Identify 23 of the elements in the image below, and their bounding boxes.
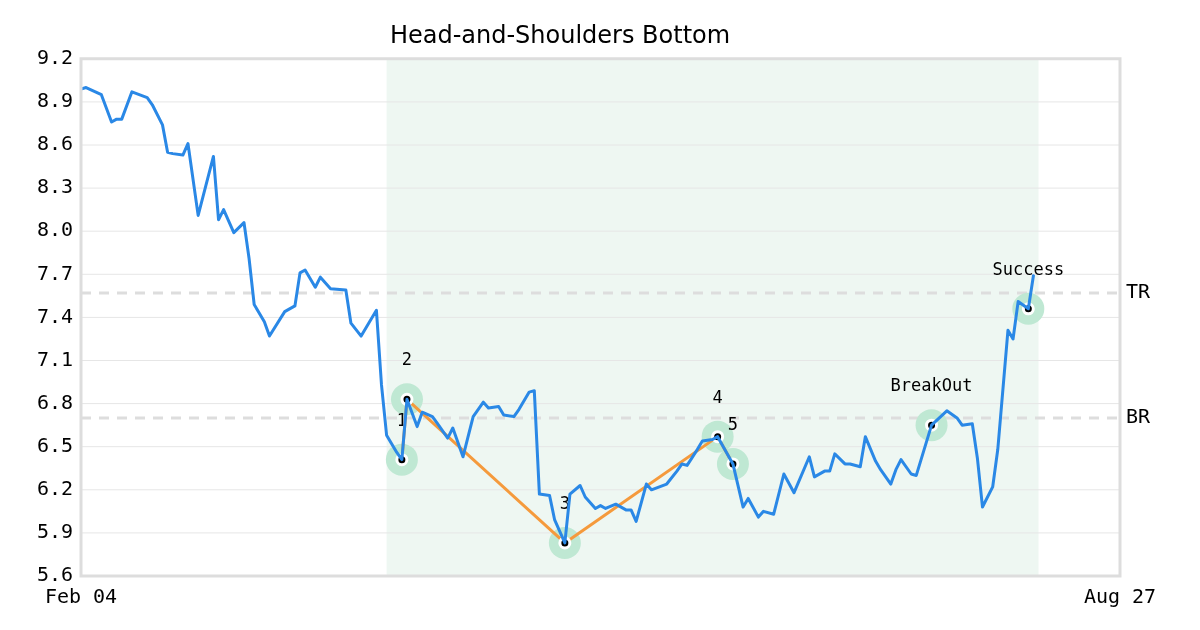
y-tick-label: 7.7 [36,260,73,285]
y-tick-label: 7.1 [36,346,73,371]
y-tick-label: 5.6 [36,562,73,587]
x-tick-label: Feb 04 [44,584,118,609]
y-tick-label: 8.3 [36,174,73,199]
ref-line-label: TR [1126,279,1152,304]
y-tick-label: 7.4 [36,303,73,328]
y-tick-label: 5.9 [36,519,73,544]
ref-line-label: BR [1126,404,1152,429]
y-tick-label: 6.8 [36,389,73,414]
y-tick-label: 8.9 [36,88,73,113]
chart-title: Head-and-Shoulders Bottom [389,20,731,49]
annotation: 2 [401,349,413,370]
y-tick-label: 6.5 [36,432,73,457]
annotation: BreakOut [890,375,973,396]
x-tick-label: Aug 27 [1083,584,1157,609]
annotation: 4 [712,386,723,407]
y-tick-label: 9.2 [36,45,73,69]
annotation: Success [992,258,1065,279]
y-tick-label: 6.2 [36,476,73,500]
y-tick-label: 8.0 [36,217,73,242]
y-tick-label: 8.6 [36,131,73,156]
annotation: 5 [727,413,739,434]
